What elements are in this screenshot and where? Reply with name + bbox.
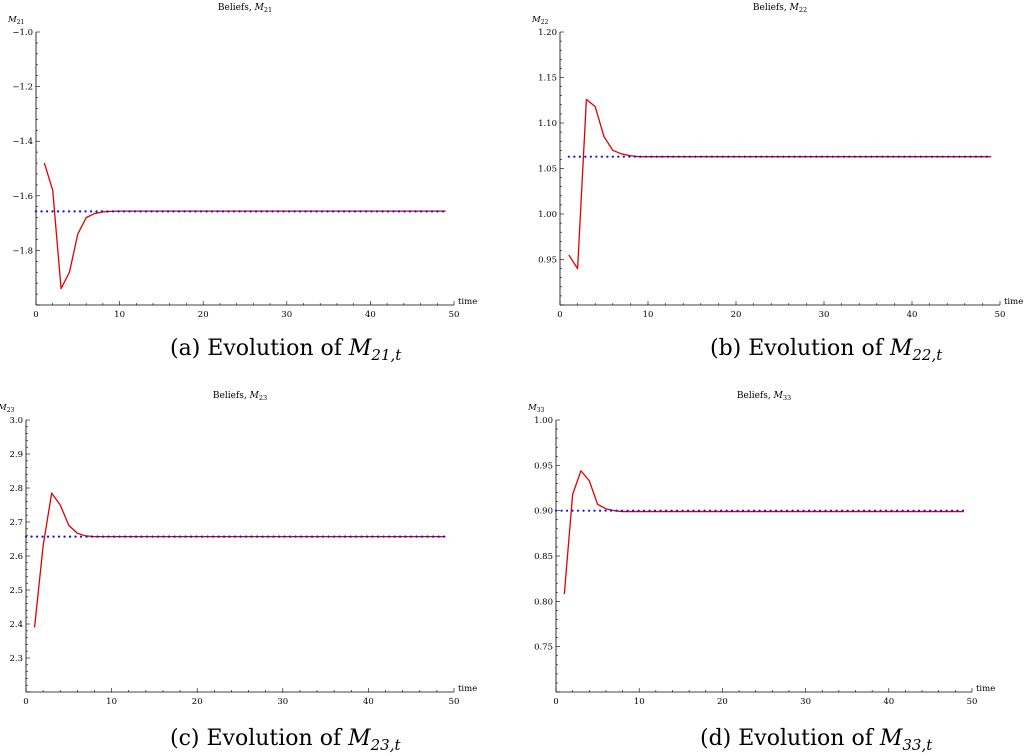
y-tick-label: 0.95: [538, 256, 557, 266]
x-tick-label: 40: [363, 697, 374, 707]
x-tick-label: 10: [643, 310, 654, 320]
y-tick-label: 1.20: [538, 28, 557, 38]
chart-panel-1: 0 10 20 30 40 50 −1.8 −1.6 −1.4 −1.2 −1.0 M21 time Be…: [7, 3, 477, 364]
y-tick-label: 0.90: [534, 507, 553, 517]
x-tick-label: 10: [106, 697, 117, 707]
y-tick-label: 1.00: [534, 416, 553, 426]
y-tick-label: 1.10: [538, 119, 557, 129]
y-tick-label: 2.8: [9, 484, 23, 494]
x-tick-label: 50: [995, 310, 1006, 320]
x-axis-label: time: [976, 684, 995, 694]
y-tick-label: 2.4: [9, 620, 23, 630]
belief-line: [568, 98, 992, 270]
x-tick-label: 10: [114, 310, 125, 320]
x-tick-label: 40: [907, 310, 918, 320]
x-tick-label: 20: [731, 310, 742, 320]
panel-caption: (c) Evolution of M23,t: [170, 726, 401, 754]
y-axis-label: M22: [531, 15, 549, 26]
x-axis-label: time: [458, 297, 477, 307]
x-tick-label: 20: [198, 310, 209, 320]
chart-title: Beliefs, M22: [753, 3, 807, 14]
chart-title: Beliefs, M33: [737, 391, 791, 402]
y-tick-label: 1.05: [538, 165, 557, 175]
x-tick-label: 50: [449, 310, 460, 320]
y-axis-label: M21: [7, 15, 24, 26]
belief-line: [33, 492, 446, 628]
y-tick-label: 2.6: [9, 552, 23, 562]
x-tick-label: 50: [449, 697, 460, 707]
y-tick-label: 0.80: [534, 597, 553, 607]
x-tick-label: 10: [634, 697, 645, 707]
x-tick-label: 40: [365, 310, 376, 320]
y-tick-label: 2.9: [9, 450, 23, 460]
y-tick-label: −1.4: [12, 137, 33, 147]
x-tick-label: 30: [800, 697, 811, 707]
x-tick-label: 0: [33, 310, 38, 320]
chart-panel-4: 0 10 20 30 40 50 0.75 0.80 0.85 0.90 0.95 1.00 M33 ti…: [527, 391, 995, 754]
x-tick-label: 0: [23, 697, 28, 707]
x-tick-label: 20: [717, 697, 728, 707]
y-tick-label: 2.5: [9, 586, 23, 596]
x-axis-label: time: [1004, 297, 1023, 307]
y-tick-label: 1.00: [538, 210, 557, 220]
x-tick-label: 0: [553, 697, 558, 707]
x-tick-label: 30: [819, 310, 830, 320]
x-tick-label: 0: [557, 310, 562, 320]
chart-panel-2: 0 10 20 30 40 50 0.95 1.00 1.05 1.10 1.15 1.20 M22 ti…: [531, 3, 1023, 364]
y-tick-label: 3.0: [9, 416, 23, 426]
y-tick-label: −1.6: [12, 192, 33, 202]
y-tick-label: −1.2: [12, 83, 33, 93]
y-axis-label: M33: [527, 403, 545, 414]
x-tick-label: 30: [281, 310, 292, 320]
y-tick-label: −1.8: [12, 246, 33, 256]
y-tick-label: 1.15: [538, 74, 557, 84]
chart-title: Beliefs, M23: [213, 391, 267, 402]
panel-caption: (d) Evolution of M33,t: [700, 726, 933, 754]
belief-line: [563, 470, 964, 595]
panel-caption: (b) Evolution of M22,t: [710, 336, 943, 364]
chart-title: Beliefs, M21: [218, 3, 272, 14]
y-axis-label: M23: [0, 403, 15, 414]
x-tick-label: 50: [967, 697, 978, 707]
belief-line: [43, 162, 446, 290]
y-tick-label: 0.85: [534, 552, 553, 562]
x-tick-label: 30: [277, 697, 288, 707]
chart-panel-3: 0 10 20 30 40 50 2.3 2.4 2.5 2.6 2.7 2.8 2.9 3.0 M23 ti…: [0, 391, 477, 754]
x-tick-label: 20: [192, 697, 203, 707]
panel-caption: (a) Evolution of M21,t: [170, 336, 402, 364]
y-tick-label: 0.95: [534, 461, 553, 471]
x-tick-label: 40: [883, 697, 894, 707]
y-tick-label: −1.0: [12, 28, 33, 38]
x-axis-label: time: [458, 684, 477, 694]
y-tick-label: 0.75: [534, 643, 553, 653]
y-tick-label: 2.3: [9, 654, 23, 664]
y-tick-label: 2.7: [9, 518, 23, 528]
